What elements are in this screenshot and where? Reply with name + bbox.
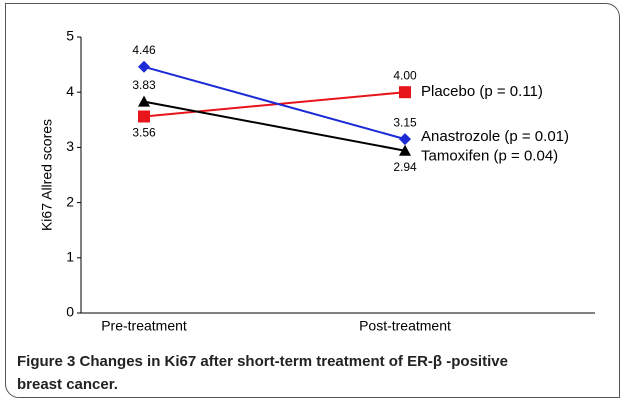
- value-label: 4.00: [393, 68, 417, 82]
- marker: [399, 133, 411, 146]
- y-tick-label: 3: [66, 138, 74, 154]
- series-line: [143, 65, 406, 141]
- value-label: 2.94: [393, 160, 417, 174]
- caption: Figure 3 Changes in Ki67 after short-ter…: [17, 350, 557, 396]
- y-tick-label: 2: [66, 193, 74, 209]
- caption-label: Figure 3: [17, 353, 76, 370]
- value-label: 3.83: [132, 78, 156, 92]
- series-line: [143, 91, 406, 118]
- x-tick-label: Post-treatment: [359, 318, 451, 334]
- caption-text: Changes in Ki67 after short-term treatme…: [17, 353, 508, 393]
- y-tick-label: 4: [66, 83, 74, 99]
- marker: [138, 95, 150, 107]
- marker: [138, 60, 150, 73]
- marker: [399, 144, 411, 156]
- value-label: 3.56: [132, 126, 156, 140]
- value-label: 3.15: [393, 115, 417, 129]
- series-line: [143, 100, 406, 152]
- value-label: 4.46: [132, 43, 156, 57]
- y-axis-label: Ki67 Allred scores: [39, 119, 55, 231]
- legend-label: Anastrozole (p = 0.01): [421, 128, 569, 145]
- y-tick-label: 0: [66, 304, 74, 320]
- y-tick-label: 5: [66, 28, 74, 44]
- marker: [399, 86, 411, 99]
- legend-label: Placebo (p = 0.11): [421, 83, 543, 100]
- y-tick-label: 1: [66, 249, 74, 265]
- marker: [138, 110, 150, 123]
- legend-label: Tamoxifen (p = 0.04): [421, 148, 558, 165]
- x-tick-label: Pre-treatment: [101, 318, 187, 334]
- frame: [5, 3, 620, 398]
